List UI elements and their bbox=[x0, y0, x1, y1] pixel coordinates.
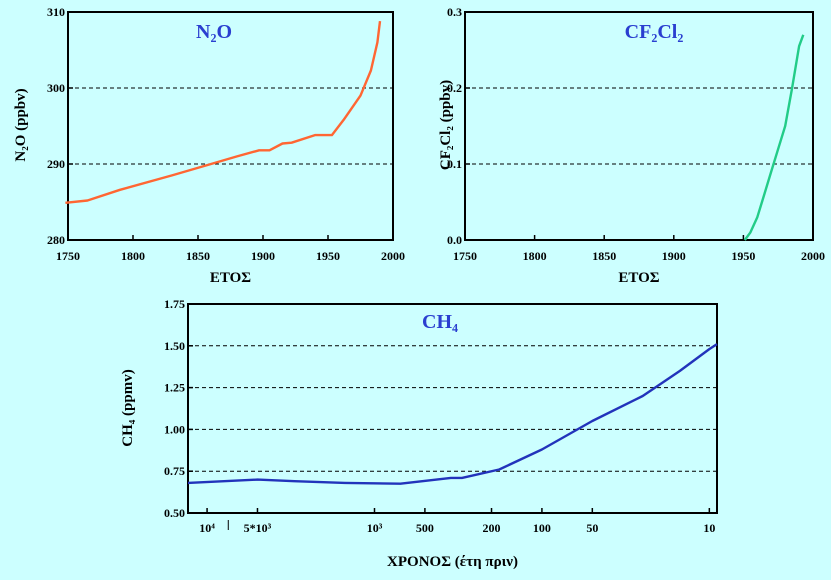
x-tick-label: 2000 bbox=[381, 249, 405, 263]
y-tick-label: 1.50 bbox=[164, 339, 185, 353]
chart-title: CH₄ bbox=[422, 311, 458, 333]
x-tick-label: 2000 bbox=[801, 249, 825, 263]
chart-3: 0.50 0.75 1.00 1.25 1.50 1.75 10⁴ 5*10³ 10³ 500 20… bbox=[120, 297, 718, 570]
y-tick-label: 0.3 bbox=[447, 5, 462, 19]
y-tick-label: 310 bbox=[47, 5, 65, 19]
x-tick-label: 1800 bbox=[121, 249, 145, 263]
y-tick-label: 280 bbox=[47, 233, 65, 247]
x-tick-label: 1850 bbox=[592, 249, 616, 263]
y-tick-label: 0.2 bbox=[447, 81, 462, 95]
series-line bbox=[743, 34, 805, 241]
x-axis-title: ΧΡΟΝΟΣ (έτη πριν) bbox=[387, 554, 518, 570]
x-axis-title: ΕΤΟΣ bbox=[618, 270, 659, 286]
chart-title: CF₂Cl₂ bbox=[625, 21, 684, 43]
y-tick-label: 300 bbox=[47, 81, 65, 95]
x-tick-label: 500 bbox=[416, 521, 434, 535]
x-tick-label: 1950 bbox=[731, 249, 755, 263]
y-axis-title: N₂O (ppbv) bbox=[13, 88, 29, 161]
x-tick-label: 1850 bbox=[186, 249, 210, 263]
y-tick-label: 1.75 bbox=[164, 297, 185, 311]
plot-frame bbox=[67, 11, 394, 241]
x-tick-label: 1900 bbox=[251, 249, 275, 263]
x-tick-label: 100 bbox=[533, 521, 551, 535]
chart-title: N₂O bbox=[196, 21, 232, 43]
x-tick-label: 10 bbox=[703, 521, 715, 535]
chart-1: 280 290 300 310 1750 1800 1850 1900 1950 2000 N₂O Ε… bbox=[13, 5, 405, 286]
series-line bbox=[65, 20, 382, 204]
series-line bbox=[187, 343, 718, 485]
plot-frame bbox=[464, 11, 814, 241]
x-axis-title: ΕΤΟΣ bbox=[210, 270, 251, 286]
x-tick-label: 1950 bbox=[316, 249, 340, 263]
x-tick-label: 1750 bbox=[453, 249, 477, 263]
y-tick-label: 0.0 bbox=[447, 233, 462, 247]
x-tick-label: 1800 bbox=[523, 249, 547, 263]
y-axis-title: CF₂Cl₂ (ppbv) bbox=[438, 80, 454, 170]
x-tick-label: 200 bbox=[483, 521, 501, 535]
x-tick-label: 1750 bbox=[56, 249, 80, 263]
chart-2: 0.0 0.1 0.2 0.3 1750 1800 1850 1900 1950 2000 CF₂C… bbox=[438, 5, 825, 286]
y-tick-label: 1.00 bbox=[164, 422, 185, 436]
y-tick-label: 0.75 bbox=[164, 464, 185, 478]
x-tick-label: 5*10³ bbox=[244, 521, 272, 535]
y-axis-title: CH₄ (ppmv) bbox=[120, 369, 136, 446]
y-tick-label: 290 bbox=[47, 157, 65, 171]
y-tick-label: 0.1 bbox=[447, 157, 462, 171]
x-tick-label: 50 bbox=[586, 521, 598, 535]
x-tick-label: 10⁴ bbox=[199, 521, 215, 535]
plot-frame bbox=[187, 303, 718, 514]
y-tick-label: 0.50 bbox=[164, 506, 185, 520]
y-tick-label: 1.25 bbox=[164, 381, 185, 395]
x-tick-label: 1900 bbox=[662, 249, 686, 263]
x-tick-label: 10³ bbox=[367, 521, 383, 535]
